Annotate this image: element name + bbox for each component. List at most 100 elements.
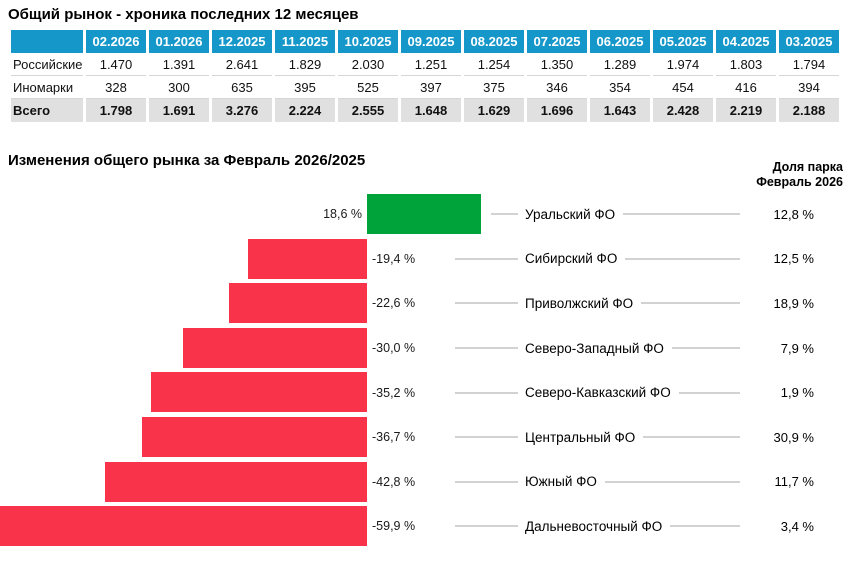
- connector-line-right: [623, 213, 740, 216]
- share-value: 1,9 %: [780, 385, 814, 401]
- row-right: Приволжский ФО 18,9 %: [525, 281, 850, 326]
- value-cell: 1.794: [779, 53, 839, 76]
- value-cell: 2.188: [779, 99, 839, 122]
- month-header-cell: 12.2025: [212, 30, 272, 53]
- district-label: Южный ФО: [525, 474, 597, 490]
- value-cell: 1.254: [464, 53, 524, 76]
- change-value: -22,6 %: [372, 296, 416, 311]
- value-cell: 300: [149, 76, 209, 99]
- bar: [183, 327, 367, 368]
- chart-rows: 18,6 % Уральский ФО 12,8 % -19,4 % Сибир…: [0, 192, 850, 549]
- change-value: -35,2 %: [372, 385, 416, 400]
- table-body: Российские 1.470 1.391 2.641 1.829 2.030 1.251…: [11, 53, 839, 122]
- connector-line-right: [670, 525, 740, 528]
- month-header-cell: 04.2025: [716, 30, 776, 53]
- value-cell: 1.391: [149, 53, 209, 76]
- value-cell: 2.224: [275, 99, 335, 122]
- month-header-cell: 05.2025: [653, 30, 713, 53]
- bar: [0, 506, 367, 547]
- total-row: Всего 1.798 1.691 3.276 2.224 2.555 1.648 1.629…: [11, 99, 839, 122]
- value-cell: 394: [779, 76, 839, 99]
- month-header-cell: 08.2025: [464, 30, 524, 53]
- table-row: Иномарки 328 300 635 395 525 397 375 346 354 454 41…: [11, 76, 839, 99]
- value-cell: 525: [338, 76, 398, 99]
- table-row: Российские 1.470 1.391 2.641 1.829 2.030 1.251…: [11, 53, 839, 76]
- value-cell: 1.803: [716, 53, 776, 76]
- row-right: Сибирский ФО 12,5 %: [525, 237, 850, 282]
- chart-row: -42,8 % Южный ФО 11,7 %: [0, 460, 850, 505]
- connector-line-right: [641, 302, 740, 305]
- row-right: Уральский ФО 12,8 %: [525, 192, 850, 237]
- value-cell: 1.798: [86, 99, 146, 122]
- month-header-cell: 07.2025: [527, 30, 587, 53]
- month-header-cell: 01.2026: [149, 30, 209, 53]
- bar: [228, 283, 367, 324]
- value-cell: 375: [464, 76, 524, 99]
- chart-row: -35,2 % Северо-Кавказский ФО 1,9 %: [0, 370, 850, 415]
- connector-line-right: [604, 480, 740, 483]
- share-value: 12,8 %: [773, 206, 814, 222]
- change-value: -19,4 %: [372, 251, 416, 266]
- connector-line-left: [455, 525, 518, 528]
- district-label: Приволжский ФО: [525, 295, 634, 311]
- row-label-cell: Всего: [11, 99, 83, 122]
- share-value: 18,9 %: [773, 295, 814, 311]
- row-right: Северо-Кавказский ФО 1,9 %: [525, 370, 850, 415]
- change-value: 18,6 %: [323, 207, 362, 222]
- table-head: 02.2026 01.2026 12.2025 11.2025 10.2025 09.20…: [11, 30, 839, 53]
- row-label-cell: Российские: [11, 53, 83, 76]
- value-cell: 3.276: [212, 99, 272, 122]
- value-cell: 454: [653, 76, 713, 99]
- value-cell: 1.350: [527, 53, 587, 76]
- month-header-cell: 02.2026: [86, 30, 146, 53]
- value-cell: 1.974: [653, 53, 713, 76]
- bar: [248, 238, 367, 279]
- share-value: 11,7 %: [774, 474, 814, 490]
- connector-line-left: [455, 436, 518, 439]
- value-cell: 1.629: [464, 99, 524, 122]
- value-cell: 1.289: [590, 53, 650, 76]
- connector-line-left: [490, 213, 518, 216]
- table-title: Общий рынок - хроника последних 12 месяц…: [8, 6, 359, 23]
- chart-row: -59,9 % Дальневосточный ФО 3,4 %: [0, 504, 850, 549]
- chart-row: -30,0 % Северо-Западный ФО 7,9 %: [0, 326, 850, 371]
- value-cell: 2.641: [212, 53, 272, 76]
- connector-line-left: [455, 302, 518, 305]
- row-label-cell: Иномарки: [11, 76, 83, 99]
- value-cell: 2.555: [338, 99, 398, 122]
- month-header-cell: 03.2025: [779, 30, 839, 53]
- value-cell: 1.643: [590, 99, 650, 122]
- value-cell: 1.691: [149, 99, 209, 122]
- bar: [367, 194, 481, 234]
- value-cell: 354: [590, 76, 650, 99]
- share-value: 12,5 %: [773, 251, 814, 267]
- share-value: 7,9 %: [780, 340, 814, 356]
- month-header-cell: 11.2025: [275, 30, 335, 53]
- value-cell: 1.829: [275, 53, 335, 76]
- row-right: Центральный ФО 30,9 %: [525, 415, 850, 460]
- connector-line-right: [625, 257, 740, 260]
- chart-row: 18,6 % Уральский ФО 12,8 %: [0, 192, 850, 237]
- district-label: Дальневосточный ФО: [525, 518, 663, 534]
- month-header-cell: 10.2025: [338, 30, 398, 53]
- connector-line-left: [455, 480, 518, 483]
- chart-row: -19,4 % Сибирский ФО 12,5 %: [0, 237, 850, 282]
- share-value: 30,9 %: [773, 429, 814, 445]
- connector-line-left: [455, 391, 518, 394]
- month-header-cell: 09.2025: [401, 30, 461, 53]
- row-right: Южный ФО 11,7 %: [525, 460, 850, 505]
- connector-line-right: [671, 347, 740, 350]
- district-label: Северо-Кавказский ФО: [525, 385, 671, 401]
- value-cell: 328: [86, 76, 146, 99]
- value-cell: 346: [527, 76, 587, 99]
- value-cell: 1.251: [401, 53, 461, 76]
- value-cell: 635: [212, 76, 272, 99]
- value-cell: 2.219: [716, 99, 776, 122]
- value-cell: 2.030: [338, 53, 398, 76]
- month-header-cell: 06.2025: [590, 30, 650, 53]
- district-label: Центральный ФО: [525, 429, 636, 445]
- table-corner-cell: [11, 30, 83, 53]
- chart-row: -22,6 % Приволжский ФО 18,9 %: [0, 281, 850, 326]
- bar: [104, 461, 367, 502]
- chart-row: -36,7 % Центральный ФО 30,9 %: [0, 415, 850, 460]
